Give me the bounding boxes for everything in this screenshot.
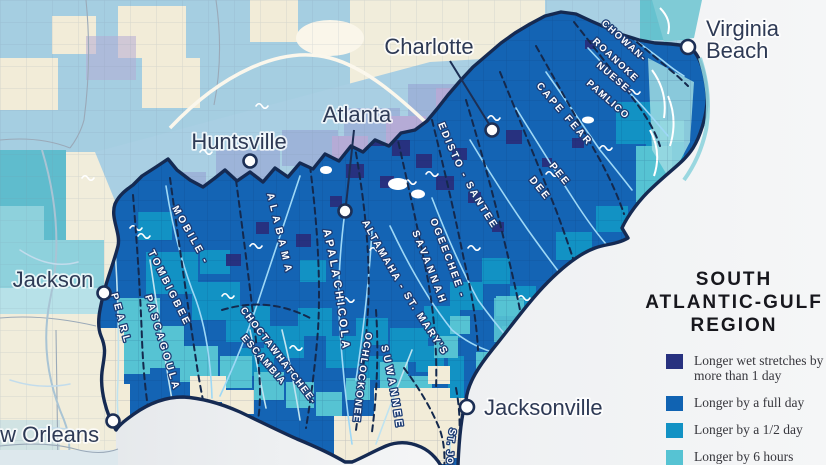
atlanta-label: Atlanta: [323, 102, 392, 127]
huntsville-marker: [242, 153, 258, 169]
jacksonville-marker: [458, 398, 476, 416]
charlotte-marker: [484, 122, 500, 138]
virginia-beach-marker: [679, 38, 697, 56]
city-virginia-beach: Virginia Beach: [679, 14, 781, 65]
jackson-label: Jackson: [13, 267, 94, 292]
basin-boundaries: [132, 15, 689, 465]
jacksonville-label: Jacksonville: [484, 395, 603, 420]
delmarva-coast: [652, 0, 702, 42]
huntsville-label: Huntsville: [191, 129, 286, 154]
atlanta-marker: [337, 203, 353, 219]
virginia-beach-label-line1: Virginia: [706, 16, 780, 41]
virginia-beach-label-line2: Beach: [706, 38, 768, 63]
charlotte-label: Charlotte: [384, 34, 473, 59]
city-markers: Charlotte Virginia Beach Huntsville Atla…: [0, 14, 781, 449]
city-atlanta: Atlanta: [321, 100, 394, 219]
new-orleans-label: New Orleans: [0, 422, 99, 447]
rivers: [111, 19, 685, 465]
new-orleans-marker: [105, 413, 121, 429]
city-huntsville: Huntsville: [190, 127, 288, 169]
jackson-marker: [96, 285, 112, 301]
coastal-water: [0, 450, 118, 465]
city-charlotte: Charlotte: [383, 32, 500, 138]
outer-banks: [682, 57, 710, 182]
city-new-orleans: New Orleans: [0, 413, 121, 449]
city-jackson: Jackson: [11, 265, 112, 301]
city-jacksonville: Jacksonville: [458, 393, 604, 422]
